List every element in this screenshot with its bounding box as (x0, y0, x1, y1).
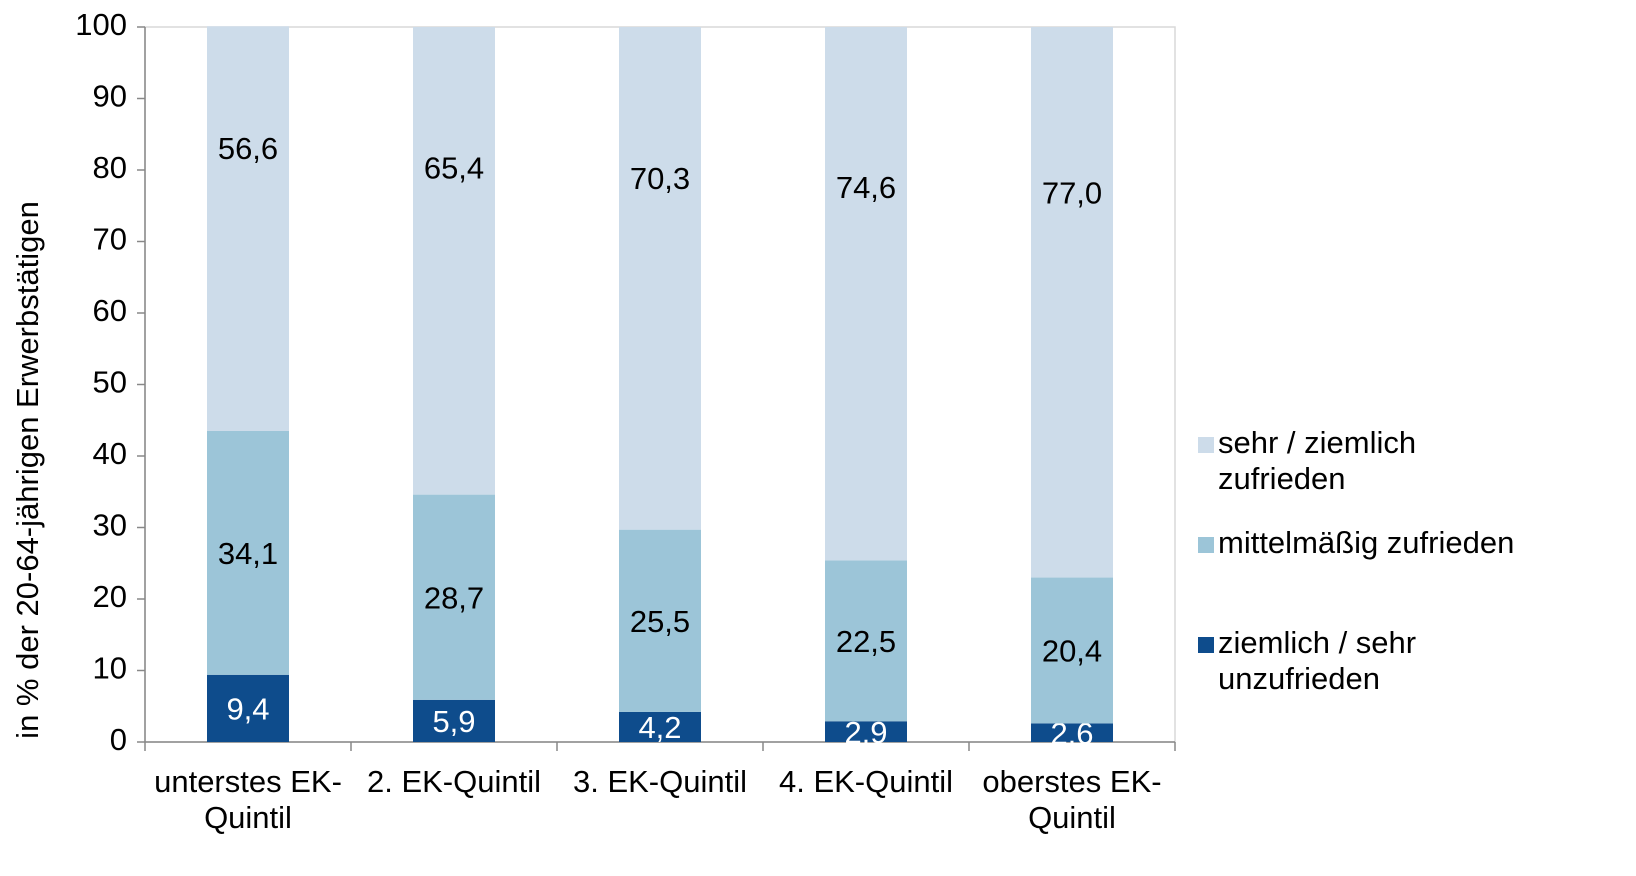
data-label: 9,4 (226, 692, 269, 727)
data-label: 25,5 (630, 604, 690, 639)
bar-segment (825, 27, 907, 560)
x-tick-label: 3. EK-Quintil (557, 764, 763, 800)
data-label: 74,6 (836, 170, 896, 205)
x-tick-label: 2. EK-Quintil (351, 764, 557, 800)
y-tick-label: 100 (75, 7, 127, 42)
data-label: 22,5 (836, 624, 896, 659)
legend-label: sehr / ziemlich zufrieden (1218, 425, 1518, 497)
data-label: 4,2 (638, 710, 681, 745)
legend-swatch (1198, 437, 1214, 453)
y-tick-label: 50 (93, 365, 127, 400)
x-tick-label: 4. EK-Quintil (763, 764, 969, 800)
legend-swatch (1198, 537, 1214, 553)
data-label: 77,0 (1042, 175, 1102, 210)
y-tick-label: 0 (110, 722, 127, 757)
data-label: 5,9 (432, 704, 475, 739)
page: {"chart_data": {"type": "stacked_bar", "… (0, 0, 1636, 876)
y-tick-label: 90 (93, 79, 127, 114)
x-tick-label: oberstes EK-Quintil (969, 764, 1175, 836)
data-label: 20,4 (1042, 634, 1102, 669)
y-axis-title: in % der 20-64-jährigen Erwerbstätigen (10, 201, 45, 739)
y-tick-label: 80 (93, 150, 127, 185)
bar-segment (413, 27, 495, 495)
data-label: 65,4 (424, 150, 484, 185)
legend-swatch (1198, 637, 1214, 653)
y-tick-label: 10 (93, 651, 127, 686)
data-label: 70,3 (630, 161, 690, 196)
y-tick-label: 30 (93, 508, 127, 543)
x-tick-label: unterstes EK-Quintil (145, 764, 351, 836)
bar-segment (1031, 27, 1113, 578)
data-label: 34,1 (218, 536, 278, 571)
bar-segment (207, 26, 289, 431)
bar-segment (619, 27, 701, 530)
data-label: 28,7 (424, 580, 484, 615)
legend-label: mittelmäßig zufrieden (1218, 525, 1518, 561)
legend-label: ziemlich / sehr unzufrieden (1218, 625, 1518, 697)
y-tick-label: 70 (93, 222, 127, 257)
data-label: 56,6 (218, 131, 278, 166)
y-tick-label: 20 (93, 579, 127, 614)
y-tick-label: 40 (93, 436, 127, 471)
y-tick-label: 60 (93, 293, 127, 328)
